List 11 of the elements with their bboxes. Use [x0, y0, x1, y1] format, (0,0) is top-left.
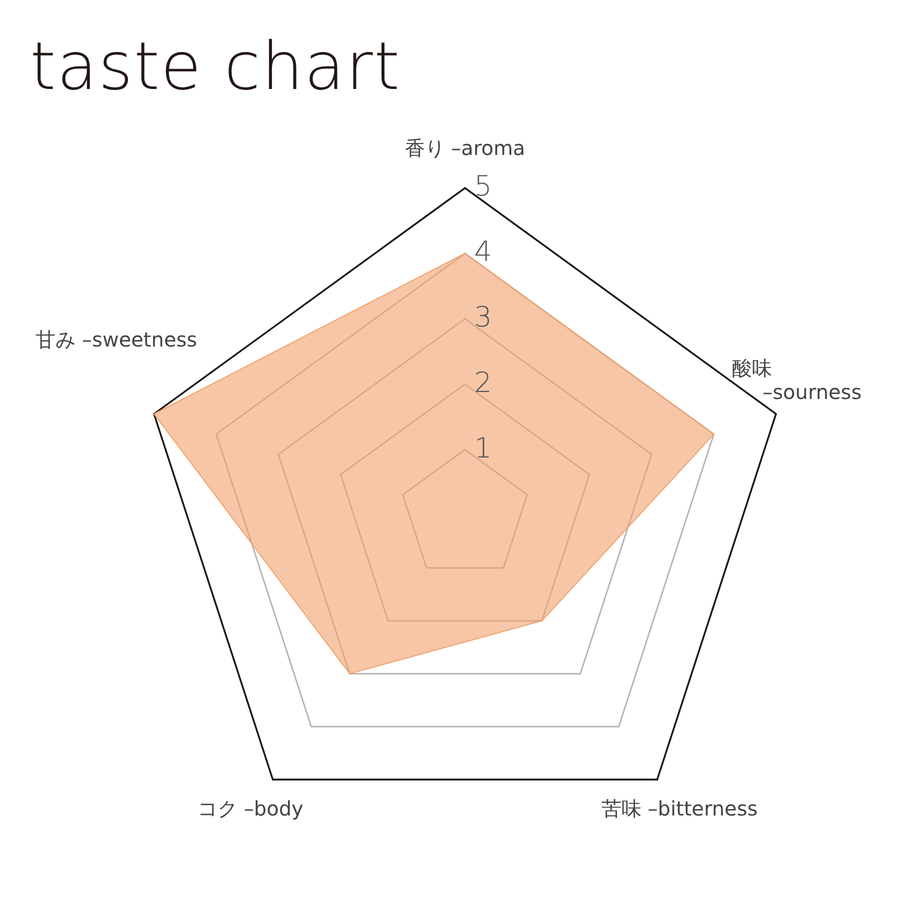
spoke-label: コク –body [198, 796, 304, 821]
spoke-label: 酸味 –sourness [732, 356, 862, 405]
y-tick-label: 4 [474, 235, 492, 268]
spoke-label: 甘み –sweetness [36, 328, 198, 352]
y-tick-label: 3 [474, 300, 492, 334]
y-tick-label: 1 [474, 431, 492, 464]
chart-title: taste chart [30, 28, 401, 105]
spoke-label: 苦味 –bitterness [601, 796, 758, 821]
y-tick-label: 2 [474, 366, 492, 399]
spoke-label: 香り –aroma [404, 136, 526, 160]
y-tick-label: 5 [474, 170, 492, 203]
